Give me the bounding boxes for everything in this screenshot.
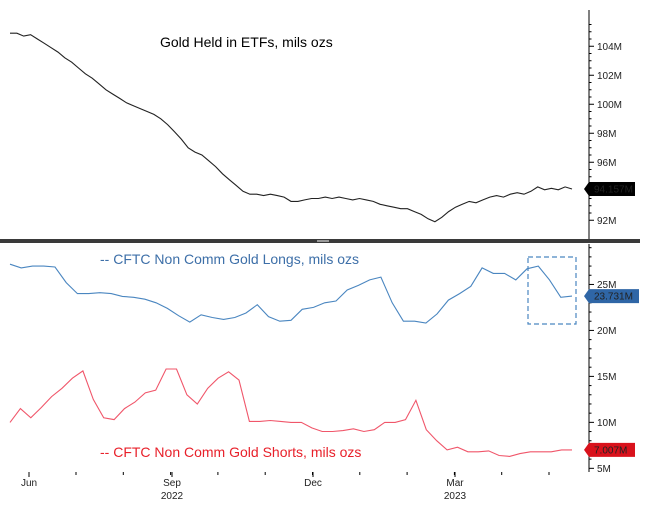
cftc-panel: -- CFTC Non Comm Gold Longs, mils ozs --… [9,244,639,475]
longs-last-value-badge: 23.731M [584,289,639,304]
etf-y-tick-label: 100M [597,100,622,111]
etf-last-value-badge: 94.157M [584,181,635,196]
etf-y-tick-label: 96M [597,158,616,169]
etf-y-tick-label: 102M [597,71,622,82]
etf-chart-title: Gold Held in ETFs, mils ozs [160,34,333,50]
cftc-y-tick-label: 15M [597,372,616,383]
shorts-series-line [9,368,572,457]
shorts-last-value-text: 7.007M [594,445,627,456]
cftc-y-tick-label: 25M [597,280,616,291]
x-axis: Jun Sep 2022 Dec Mar 2023 [21,472,550,502]
shorts-badge-shape [584,442,635,457]
shorts-last-value-badge: 7.007M [584,442,635,457]
etf-series-line [10,32,573,223]
x-tick-year-label: 2022 [161,491,184,502]
longs-badge-shape [584,289,639,304]
etf-last-value-text: 94.157M [594,184,633,195]
shorts-legend-title: -- CFTC Non Comm Gold Shorts, mils ozs [100,444,361,460]
etf-y-tick-label: 104M [597,42,622,53]
panel-resize-handle[interactable] [317,240,329,242]
cftc-y-tick-label: 20M [597,326,616,337]
longs-last-value-text: 23.731M [594,292,633,303]
x-tick-year-label: 2023 [444,491,467,502]
etf-badge-shape [584,181,635,196]
etf-y-ticks: 92M94M96M98M100M102M104M [589,24,622,227]
etf-panel: Gold Held in ETFs, mils ozs 92M94M96M98M… [10,10,635,242]
longs-legend-title: -- CFTC Non Comm Gold Longs, mils ozs [100,251,359,267]
recent-longs-highlight-box [527,256,577,325]
x-tick-label: Jun [21,478,37,489]
cftc-y-ticks: 5M 10M 15M 20M 25M [589,247,616,475]
x-tick-label: Sep [163,478,181,489]
etf-y-tick-label: 92M [597,216,616,227]
x-tick-label: Mar [446,478,464,489]
x-tick-label: Dec [304,478,322,489]
etf-y-tick-label: 98M [597,129,616,140]
cftc-y-tick-label: 10M [597,418,616,429]
longs-series-line [9,263,573,324]
cftc-y-tick-label: 5M [597,464,611,475]
